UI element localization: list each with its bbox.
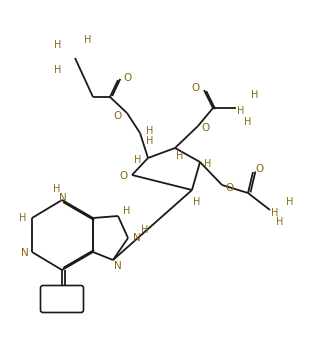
Text: O: O bbox=[202, 123, 210, 133]
Text: Abs: Abs bbox=[53, 294, 71, 304]
Text: H: H bbox=[141, 225, 149, 235]
Text: O: O bbox=[113, 111, 121, 121]
Text: O: O bbox=[256, 164, 264, 174]
Text: H: H bbox=[84, 35, 92, 45]
Text: H: H bbox=[276, 217, 284, 227]
Text: H: H bbox=[193, 197, 201, 207]
Text: H: H bbox=[251, 90, 259, 100]
Text: H: H bbox=[204, 159, 212, 169]
Text: H: H bbox=[286, 197, 294, 207]
Text: H: H bbox=[271, 208, 279, 218]
Text: H: H bbox=[54, 40, 62, 50]
Text: H: H bbox=[237, 106, 245, 116]
Text: O: O bbox=[226, 183, 234, 193]
Text: H: H bbox=[123, 206, 131, 216]
Text: H: H bbox=[146, 126, 154, 136]
Text: O: O bbox=[119, 171, 127, 181]
Text: H: H bbox=[54, 65, 62, 75]
Text: N: N bbox=[59, 193, 67, 203]
Text: H: H bbox=[53, 184, 61, 194]
Text: N: N bbox=[21, 248, 29, 258]
Text: H: H bbox=[134, 155, 142, 165]
Text: O: O bbox=[192, 83, 200, 93]
Text: H: H bbox=[146, 136, 154, 146]
Text: N: N bbox=[114, 261, 122, 271]
Text: H: H bbox=[19, 213, 27, 223]
Text: O: O bbox=[123, 73, 131, 83]
Text: H: H bbox=[176, 151, 184, 161]
Text: N: N bbox=[133, 233, 141, 243]
Text: H: H bbox=[244, 117, 252, 127]
FancyBboxPatch shape bbox=[41, 286, 83, 313]
